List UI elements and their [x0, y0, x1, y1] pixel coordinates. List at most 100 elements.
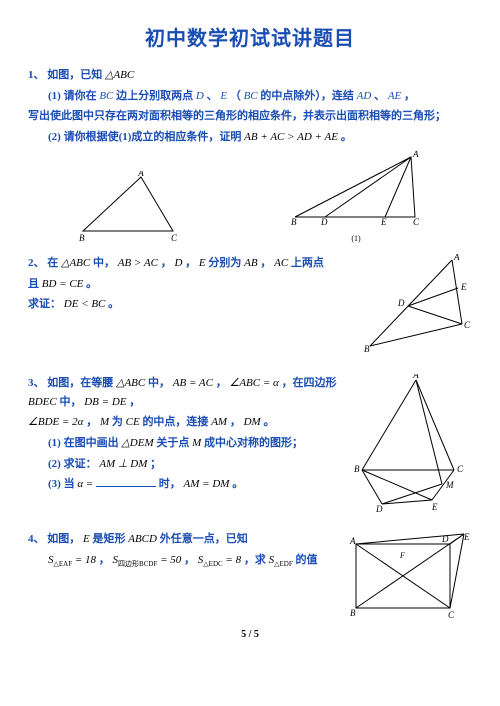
q3-D: D	[375, 504, 383, 514]
page-footer: 5 / 5	[28, 626, 472, 643]
lbl-A: A	[137, 171, 144, 178]
q4-num: 4、	[28, 533, 45, 545]
q4-sub1: △EAF	[54, 560, 73, 568]
q1-part1-line2: 写出使此图中只存在两对面积相等的三角形的相应条件，并表示出面积相等的三角形；	[28, 107, 472, 126]
q3-e: 中，	[59, 396, 81, 408]
q2-tri: △ABC	[61, 257, 90, 269]
q2-l2a: 且	[28, 278, 39, 290]
q3-l2f: 的中点，连接	[142, 416, 208, 428]
q3-p2b: ；	[150, 458, 161, 470]
q4-b: E	[83, 533, 90, 545]
q1-fig-right: A B D E C	[281, 151, 431, 226]
q3-l2i: DM	[244, 416, 261, 428]
q1-p1h: BC	[244, 90, 258, 102]
q2-l2b: 。	[86, 278, 97, 290]
q4-sub4: △EDF	[274, 560, 293, 568]
q2-num: 2、	[28, 257, 45, 269]
q3-f: ，	[129, 396, 140, 408]
q3-p1a: (1) 在图中画出	[48, 437, 119, 449]
lbl-E2: E	[380, 217, 387, 226]
q2-C: C	[464, 320, 471, 330]
q4-a: 如图，	[47, 533, 80, 545]
q1-p1d: D	[196, 90, 204, 102]
q3-d: ，在四边形	[282, 377, 337, 389]
q3-p3a: (3) 当	[48, 478, 75, 490]
q3-l2c: M	[100, 416, 109, 428]
q2-block: A B C D E 2、 在 △ABC 中， AB > AC ， D ， E 分…	[28, 254, 472, 314]
q2-l2expr: BD = CE	[42, 278, 84, 290]
q2-a: 在	[47, 257, 58, 269]
q2-k: 上两点	[291, 257, 324, 269]
q3-p3c: 。	[232, 478, 243, 490]
q3-l2j: 。	[263, 416, 274, 428]
q4-fig: A B C D E F	[342, 530, 472, 620]
q1-p1e: 、	[207, 90, 218, 102]
q3-p1c: M	[192, 437, 201, 449]
q2-pexpr: DE < BC	[64, 298, 106, 310]
q3-tri: △ABC	[116, 377, 145, 389]
q2-D: D	[397, 298, 405, 308]
q1-p1b: BC	[99, 90, 113, 102]
q3-p3expr: AM = DM	[184, 478, 230, 490]
q2-f: E	[199, 257, 206, 269]
q1-lead: 如图，已知	[47, 69, 102, 81]
q3-B: B	[354, 464, 360, 474]
q2-i: ，	[260, 257, 271, 269]
q1-head: 1、 如图，已知 △ABC	[28, 66, 472, 85]
q1-p1j: AD	[357, 90, 372, 102]
q4-sub3: △EDC	[203, 560, 222, 568]
q4-E: E	[463, 532, 470, 542]
q4-rect: ABCD	[128, 533, 157, 545]
q1-p1a: (1) 请你在	[48, 90, 97, 102]
q3-l2d: 为	[112, 416, 123, 428]
q3-p3b: 时，	[159, 478, 181, 490]
q3-M: M	[445, 480, 454, 490]
q3-c3: DB = DE	[84, 396, 126, 408]
lbl-A2: A	[412, 151, 419, 159]
q3-quad: BDEC	[28, 396, 57, 408]
q4-A: A	[349, 536, 356, 546]
q1-p1f: E	[220, 90, 227, 102]
q1-fig-right-wrap: A B D E C (1)	[281, 151, 431, 246]
q3-c1: AB = AC	[173, 377, 213, 389]
q2-j: AC	[274, 257, 288, 269]
q3-l2a: ∠BDE = 2α	[28, 416, 83, 428]
q1-p2expr: AB + AC > AD + AE	[244, 131, 338, 143]
q2-E: E	[460, 282, 467, 292]
q4-c2: ，	[184, 554, 195, 566]
q3-A: A	[412, 374, 419, 380]
q4-eq2: = 50	[160, 554, 181, 566]
q3-p2expr: AM ⊥ DM	[99, 458, 147, 470]
q4-D: D	[441, 534, 449, 544]
q4-sub2: 四边形BCDF	[118, 560, 157, 568]
q3-l2h: ，	[230, 416, 241, 428]
q3-p3alpha: α =	[77, 478, 93, 490]
q2-d: D	[174, 257, 182, 269]
q1-p1m: ，	[404, 90, 415, 102]
q3-num: 3、	[28, 377, 45, 389]
q3-E: E	[431, 502, 438, 512]
q1-part1: (1) 请你在 BC 边上分别取两点 D 、 E （ BC 的中点除外），连结 …	[28, 87, 472, 106]
page-title: 初中数学初试试讲题目	[28, 22, 472, 56]
q2-A: A	[453, 254, 460, 262]
lbl-B: B	[79, 233, 85, 243]
q3-a: 如图，在等腰	[47, 377, 113, 389]
q1-figures: A B C A B D E C (1)	[28, 151, 472, 246]
q1-p1c: 边上分别取两点	[116, 90, 193, 102]
q3-l2e: CE	[126, 416, 140, 428]
lbl-C: C	[171, 233, 178, 243]
lbl-C2: C	[413, 217, 420, 226]
q4-block: A B C D E F 4、 如图， E 是矩形 ABCD 外任意一点，已知 S…	[28, 530, 472, 571]
q1-p2end: 。	[341, 131, 352, 143]
q4-d: 外任意一点，已知	[160, 533, 248, 545]
q3-p2a: (2) 求证：	[48, 458, 97, 470]
q3-c: ，	[216, 377, 227, 389]
q3-c2: ∠ABC = α	[229, 377, 278, 389]
q3-p1b: 关于点	[156, 437, 189, 449]
q4-eq3: = 8	[225, 554, 241, 566]
q4-C: C	[448, 610, 455, 620]
q1-p1k: 、	[374, 90, 385, 102]
q4-c1: ，	[99, 554, 110, 566]
q2-e: ，	[185, 257, 196, 269]
q2-fig: A B C D E	[362, 254, 472, 354]
